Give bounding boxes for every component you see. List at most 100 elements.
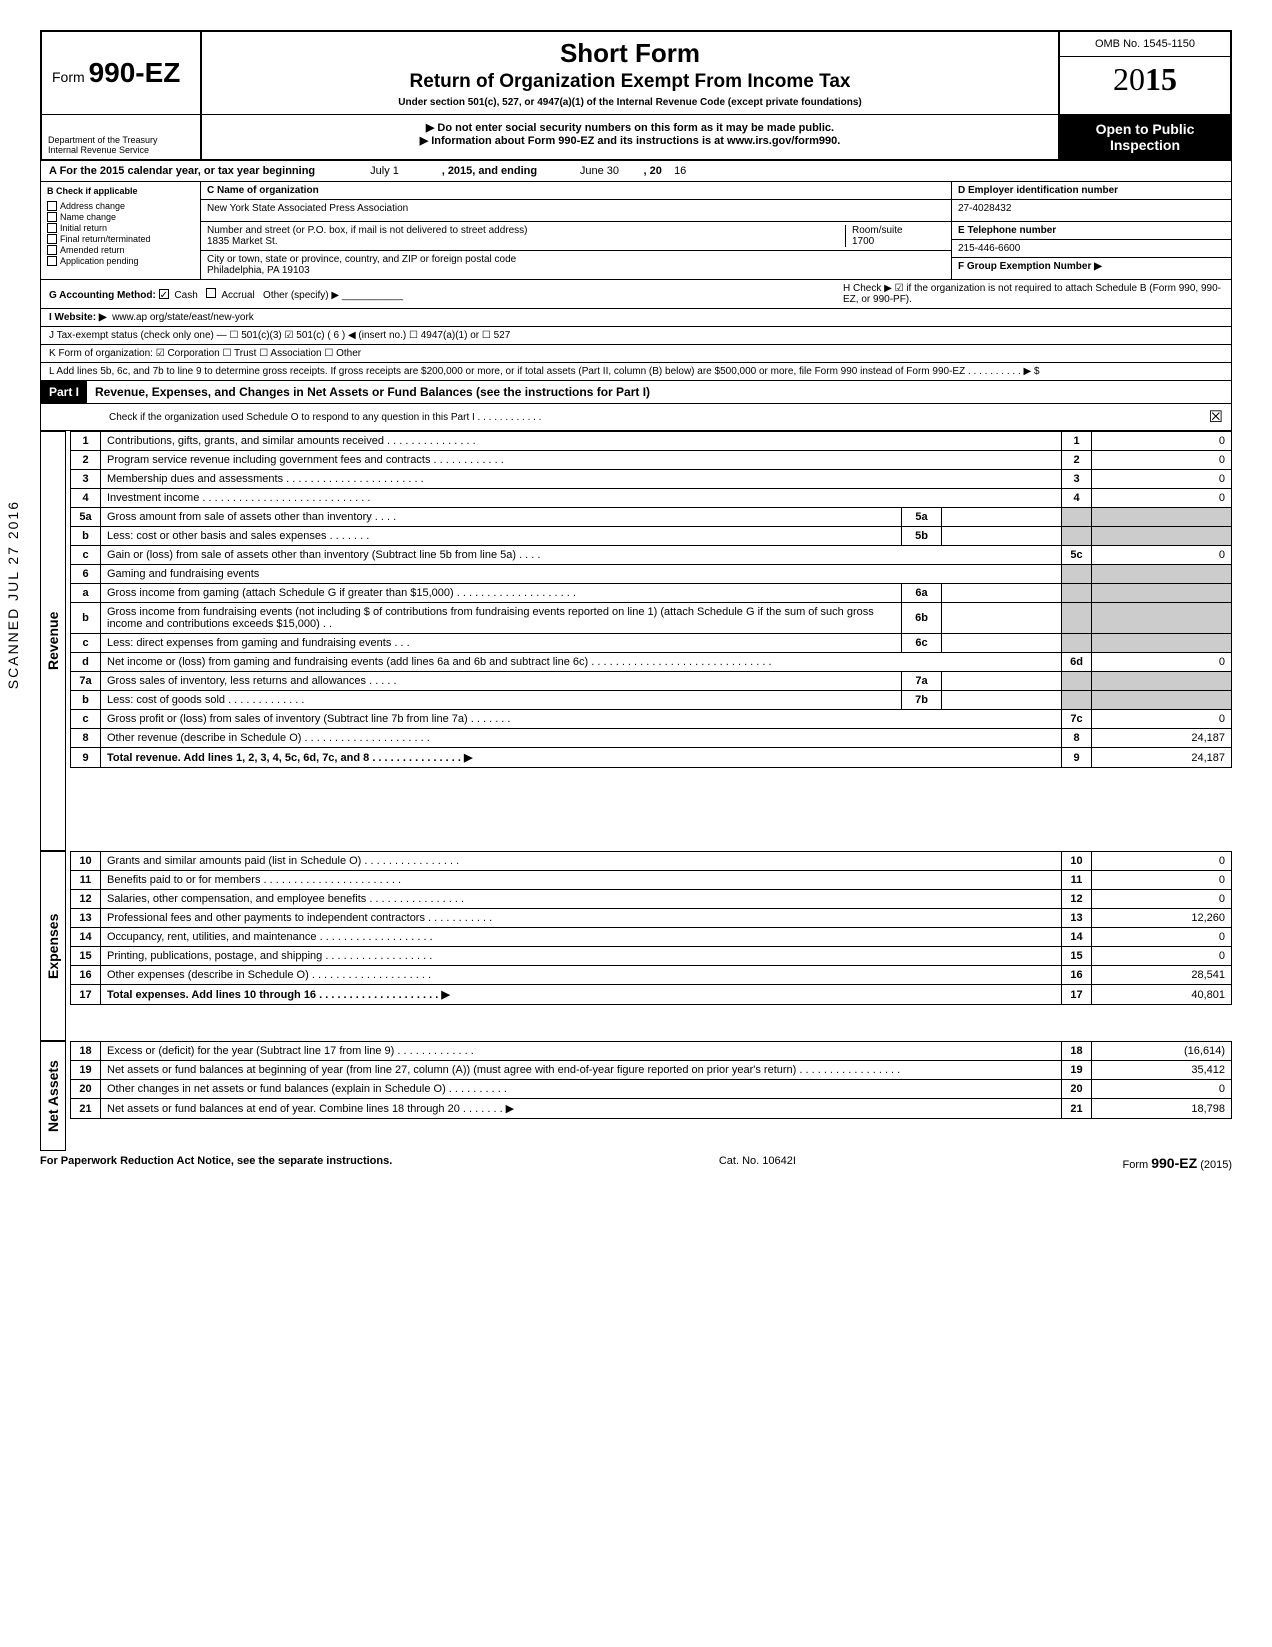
form-title-box: Short Form Return of Organization Exempt…: [202, 32, 1060, 114]
row-amt: 35,412: [1092, 1061, 1232, 1080]
line-a-endmonth: June 30: [580, 165, 619, 177]
row-desc: Other expenses (describe in Schedule O) …: [101, 966, 1062, 985]
table-row: 21Net assets or fund balances at end of …: [71, 1099, 1232, 1119]
row-amt: 40,801: [1092, 985, 1232, 1005]
row-desc: Net assets or fund balances at beginning…: [101, 1061, 1062, 1080]
row-desc: Membership dues and assessments . . . . …: [101, 470, 1062, 489]
row-rn: 2: [1062, 451, 1092, 470]
mid-amt: [942, 584, 1062, 603]
org-name: New York State Associated Press Associat…: [207, 203, 945, 218]
line-a-mid: , 2015, and ending: [442, 165, 537, 177]
cb-final-return[interactable]: [47, 234, 57, 244]
form-year-box: OMB No. 1545-1150 2015: [1060, 32, 1230, 114]
b-label: B Check if applicable: [45, 184, 196, 198]
row-amt-shaded: [1092, 565, 1232, 584]
table-row: 20Other changes in net assets or fund ba…: [71, 1080, 1232, 1099]
line-a-begin: July 1: [370, 165, 399, 177]
row-number: 3: [71, 470, 101, 489]
table-row: 16Other expenses (describe in Schedule O…: [71, 966, 1232, 985]
revenue-side-label: Revenue: [40, 431, 66, 851]
omb-number: OMB No. 1545-1150: [1060, 32, 1230, 57]
row-rn-shaded: [1062, 634, 1092, 653]
g-accrual: Accrual: [221, 290, 254, 301]
mid-num: 6a: [902, 584, 942, 603]
table-row: bLess: cost or other basis and sales exp…: [71, 527, 1232, 546]
mid-amt: [942, 634, 1062, 653]
row-rn-shaded: [1062, 565, 1092, 584]
row-number: 20: [71, 1080, 101, 1099]
row-rn-shaded: [1062, 508, 1092, 527]
warning-ssn: ▶ Do not enter social security numbers o…: [208, 121, 1052, 134]
row-rn-shaded: [1062, 672, 1092, 691]
row-number: c: [71, 546, 101, 565]
row-number: d: [71, 653, 101, 672]
row-rn-shaded: [1062, 584, 1092, 603]
row-rn-shaded: [1062, 527, 1092, 546]
table-row: aGross income from gaming (attach Schedu…: [71, 584, 1232, 603]
table-row: 19Net assets or fund balances at beginni…: [71, 1061, 1232, 1080]
form-header: Form 990-EZ Short Form Return of Organiz…: [40, 30, 1232, 114]
row-desc: Excess or (deficit) for the year (Subtra…: [101, 1042, 1062, 1061]
row-desc: Grants and similar amounts paid (list in…: [101, 852, 1062, 871]
cb-label-4: Amended return: [60, 245, 125, 255]
row-amt-shaded: [1092, 527, 1232, 546]
line-g-h: G Accounting Method: Cash Accrual Other …: [40, 280, 1232, 309]
warnings-box: ▶ Do not enter social security numbers o…: [202, 115, 1060, 159]
row-number: 15: [71, 947, 101, 966]
row-amt-shaded: [1092, 672, 1232, 691]
row-amt-shaded: [1092, 603, 1232, 634]
row-rn: 17: [1062, 985, 1092, 1005]
cb-cash[interactable]: [159, 289, 169, 299]
row-rn: 8: [1062, 729, 1092, 748]
line-j: J Tax-exempt status (check only one) — ☐…: [40, 327, 1232, 345]
cb-address-change[interactable]: [47, 201, 57, 211]
d-label: D Employer identification number: [958, 185, 1118, 196]
short-form-title: Short Form: [212, 38, 1048, 69]
cb-amended-return[interactable]: [47, 245, 57, 255]
b-checkboxes: Address change Name change Initial retur…: [45, 198, 196, 269]
row-desc: Total revenue. Add lines 1, 2, 3, 4, 5c,…: [101, 748, 1062, 768]
schedule-o-check-row: Check if the organization used Schedule …: [40, 404, 1232, 431]
table-row: 6Gaming and fundraising events: [71, 565, 1232, 584]
row-rn: 15: [1062, 947, 1092, 966]
table-row: cLess: direct expenses from gaming and f…: [71, 634, 1232, 653]
row-number: 5a: [71, 508, 101, 527]
mid-amt: [942, 691, 1062, 710]
schedule-o-checkbox[interactable]: ☒: [1209, 407, 1223, 427]
table-row: dNet income or (loss) from gaming and fu…: [71, 653, 1232, 672]
page-footer: For Paperwork Reduction Act Notice, see …: [40, 1151, 1232, 1175]
row-desc: Less: cost or other basis and sales expe…: [101, 527, 902, 546]
h-text: H Check ▶ ☑ if the organization is not r…: [843, 283, 1223, 305]
cb-initial-return[interactable]: [47, 223, 57, 233]
city-value: Philadelphia, PA 19103: [207, 265, 310, 276]
section-b: B Check if applicable Address change Nam…: [40, 182, 1232, 280]
cb-accrual[interactable]: [206, 288, 216, 298]
year-prefix: 20: [1113, 61, 1145, 97]
row-rn: 16: [1062, 966, 1092, 985]
table-row: 1Contributions, gifts, grants, and simil…: [71, 432, 1232, 451]
row-rn: 9: [1062, 748, 1092, 768]
row-rn: 18: [1062, 1042, 1092, 1061]
row-amt: 0: [1092, 928, 1232, 947]
mid-amt: [942, 603, 1062, 634]
table-row: cGain or (loss) from sale of assets othe…: [71, 546, 1232, 565]
mid-num: 7b: [902, 691, 942, 710]
table-row: 12Salaries, other compensation, and empl…: [71, 890, 1232, 909]
row-rn: 4: [1062, 489, 1092, 508]
g-label: G Accounting Method:: [49, 290, 156, 301]
row-number: 8: [71, 729, 101, 748]
row-rn: 21: [1062, 1099, 1092, 1119]
row-desc: Benefits paid to or for members . . . . …: [101, 871, 1062, 890]
row-number: b: [71, 527, 101, 546]
row-rn: 14: [1062, 928, 1092, 947]
row-amt-shaded: [1092, 691, 1232, 710]
footer-left: For Paperwork Reduction Act Notice, see …: [40, 1155, 392, 1171]
row-rn-shaded: [1062, 691, 1092, 710]
cb-label-3: Final return/terminated: [60, 234, 151, 244]
row-number: 18: [71, 1042, 101, 1061]
cb-name-change[interactable]: [47, 212, 57, 222]
phone-value: 215-446-6600: [958, 243, 1020, 254]
cb-application-pending[interactable]: [47, 256, 57, 266]
row-amt: 24,187: [1092, 748, 1232, 768]
row-number: b: [71, 603, 101, 634]
